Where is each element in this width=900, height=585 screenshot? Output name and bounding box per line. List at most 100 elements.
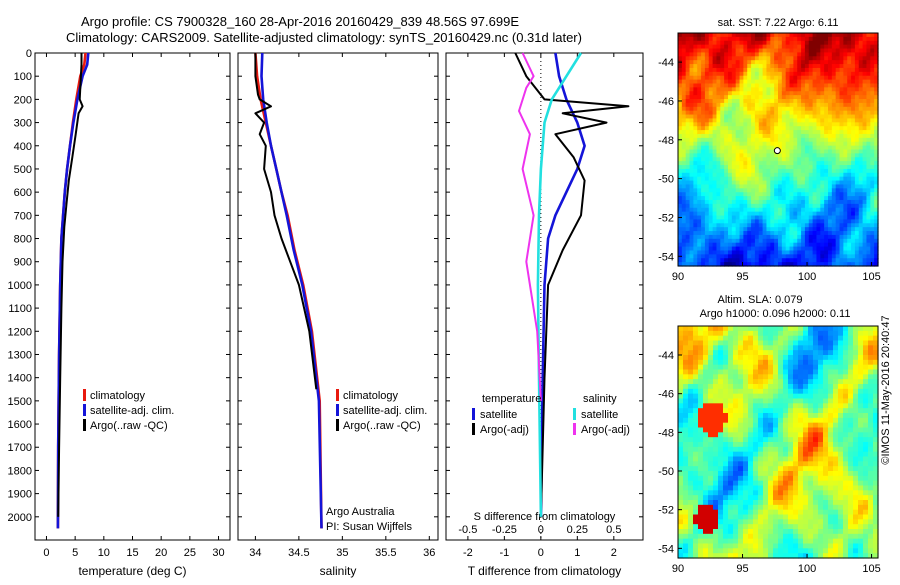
heatmap-cell	[713, 418, 719, 423]
heatmap-cell	[788, 379, 794, 384]
heatmap-cell	[847, 173, 851, 177]
heatmap-cell	[813, 510, 819, 515]
heatmap-cell	[816, 37, 820, 41]
heatmap-cell	[705, 235, 709, 239]
heatmap-cell	[855, 165, 859, 169]
heatmap-cell	[723, 355, 729, 360]
heatmap-cell	[828, 192, 832, 196]
heatmap-cell	[790, 99, 794, 103]
heatmap-cell	[693, 212, 697, 216]
heatmap-cell	[778, 52, 782, 56]
heatmap-cell	[682, 68, 686, 72]
heatmap-cell	[774, 165, 778, 169]
heatmap-cell	[833, 524, 839, 529]
heatmap-cell	[828, 126, 832, 130]
heatmap-cell	[736, 83, 740, 87]
heatmap-cell	[690, 192, 694, 196]
heatmap-cell	[828, 239, 832, 243]
heatmap-cell	[682, 56, 686, 60]
heatmap-cell	[818, 510, 824, 515]
heatmap-cell	[797, 250, 801, 254]
heatmap-cell	[724, 107, 728, 111]
heatmap-cell	[833, 515, 839, 520]
heatmap-cell	[678, 115, 682, 119]
heatmap-cell	[753, 423, 759, 428]
heatmap-cell	[763, 231, 767, 235]
heatmap-cell	[743, 204, 747, 208]
heatmap-cell	[855, 76, 859, 80]
heatmap-cell	[828, 181, 832, 185]
heatmap-cell	[747, 250, 751, 254]
heatmap-cell	[783, 432, 789, 437]
heatmap-cell	[747, 227, 751, 231]
heatmap-cell	[836, 235, 840, 239]
heatmap-cell	[805, 223, 809, 227]
heatmap-cell	[736, 177, 740, 181]
heatmap-cell	[683, 384, 689, 389]
heatmap-cell	[836, 45, 840, 49]
heatmap-cell	[793, 326, 799, 331]
heatmap-cell	[790, 122, 794, 126]
heatmap-cell	[708, 495, 714, 500]
heatmap-cell	[716, 247, 720, 251]
heatmap-cell	[818, 495, 824, 500]
heatmap-cell	[833, 331, 839, 336]
heatmap-cell	[763, 254, 767, 258]
heatmap-cell	[820, 49, 824, 53]
heatmap-cell	[763, 495, 769, 500]
heatmap-cell	[720, 64, 724, 68]
heatmap-cell	[693, 115, 697, 119]
heatmap-cell	[866, 184, 870, 188]
heatmap-cell	[733, 360, 739, 365]
heatmap-cell	[716, 188, 720, 192]
heatmap-cell	[743, 243, 747, 247]
heatmap-cell	[838, 432, 844, 437]
heatmap-cell	[838, 403, 844, 408]
heatmap-cell	[823, 384, 829, 389]
heatmap-cell	[847, 196, 851, 200]
heatmap-cell	[740, 45, 744, 49]
legend-swatch	[336, 389, 339, 401]
heatmap-cell	[753, 428, 759, 433]
heatmap-cell	[840, 254, 844, 258]
heatmap-cell	[836, 165, 840, 169]
heatmap-cell	[809, 235, 813, 239]
heatmap-cell	[701, 153, 705, 157]
heatmap-cell	[820, 68, 824, 72]
temperature-panel: 0100200300400500600700800900100011001200…	[8, 48, 230, 578]
heatmap-cell	[766, 165, 770, 169]
heatmap-cell	[863, 91, 867, 95]
heatmap-cell	[755, 122, 759, 126]
heatmap-cell	[728, 142, 732, 146]
heatmap-cell	[809, 72, 813, 76]
heatmap-cell	[751, 83, 755, 87]
heatmap-cell	[798, 544, 804, 549]
heatmap-cell	[720, 219, 724, 223]
heatmap-cell	[713, 80, 717, 84]
heatmap-cell	[718, 350, 724, 355]
heatmap-cell	[708, 341, 714, 346]
heatmap-cell	[703, 408, 709, 413]
heatmap-cell	[743, 56, 747, 60]
heatmap-cell	[855, 208, 859, 212]
heatmap-cell	[763, 515, 769, 520]
heatmap-cell	[870, 177, 874, 181]
heatmap-cell	[778, 399, 784, 404]
heatmap-cell	[766, 181, 770, 185]
heatmap-cell	[855, 200, 859, 204]
heatmap-cell	[698, 403, 704, 408]
heatmap-cell	[847, 138, 851, 142]
heatmap-cell	[840, 45, 844, 49]
heatmap-cell	[736, 138, 740, 142]
heatmap-cell	[786, 45, 790, 49]
heatmap-cell	[778, 91, 782, 95]
heatmap-cell	[748, 442, 754, 447]
heatmap-cell	[803, 432, 809, 437]
heatmap-cell	[793, 250, 797, 254]
heatmap-cell	[753, 365, 759, 370]
heatmap-cell	[748, 384, 754, 389]
heatmap-cell	[838, 447, 844, 452]
heatmap-cell	[678, 243, 682, 247]
heatmap-cell	[759, 111, 763, 115]
